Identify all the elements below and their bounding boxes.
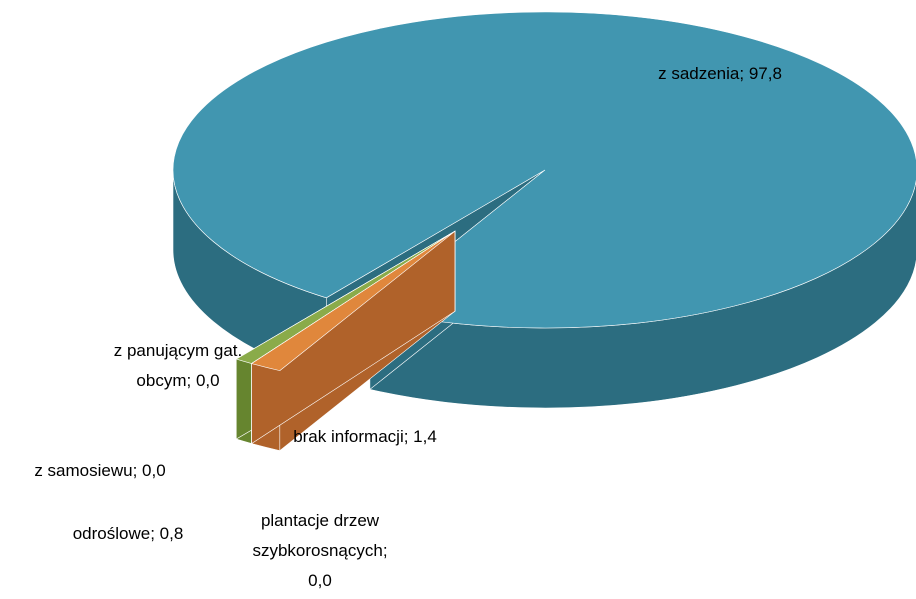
pie-slice — [250, 230, 456, 452]
data-label-line: z panującym gat. — [114, 341, 243, 360]
data-label-line: z samosiewu; 0,0 — [34, 461, 165, 480]
data-label: plantacje drzew szybkorosnących; 0,0 — [252, 511, 387, 590]
slice-top — [172, 11, 916, 329]
data-label-line: szybkorosnących; — [252, 541, 387, 560]
data-label-line: plantacje drzew — [261, 511, 380, 530]
data-label-line: 0,0 — [308, 571, 332, 590]
data-label: z samosiewu; 0,0 — [34, 461, 165, 480]
data-label: z sadzenia; 97,8 — [658, 64, 782, 83]
data-label-line: brak informacji; 1,4 — [293, 427, 437, 446]
data-label: odroślowe; 0,8 — [73, 524, 184, 543]
data-label: brak informacji; 1,4 — [293, 427, 437, 446]
data-label-line: obcym; 0,0 — [136, 371, 219, 390]
data-label-line: z sadzenia; 97,8 — [658, 64, 782, 83]
data-label: z panującym gat. obcym; 0,0 — [114, 341, 243, 390]
data-label-line: odroślowe; 0,8 — [73, 524, 184, 543]
slice-top — [250, 230, 456, 371]
